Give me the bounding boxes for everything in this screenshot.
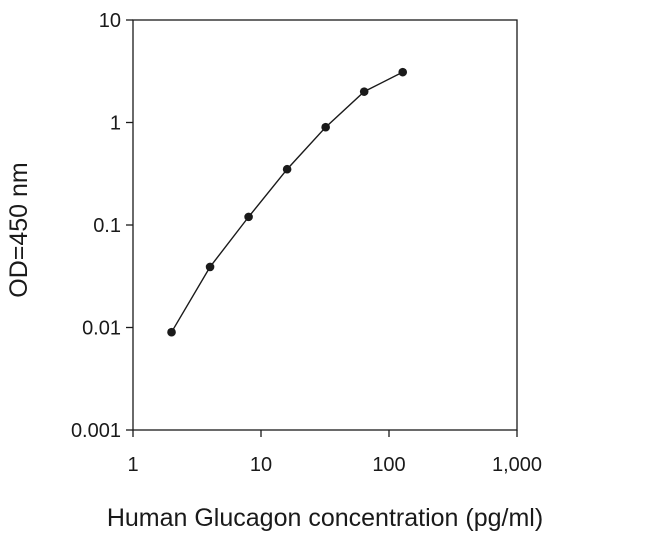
x-tick-label: 10 (250, 454, 272, 476)
series-line (170, 71, 404, 333)
data-point (205, 262, 215, 272)
x-axis-title: Human Glucagon concentration (pg/ml) (107, 504, 543, 532)
y-axis-title: OD=450 nm (5, 162, 33, 298)
x-tick-label: 1,000 (492, 454, 542, 476)
y-tick-label: 0.01 (82, 318, 121, 340)
x-tick-label: 100 (372, 454, 405, 476)
y-tick-label: 10 (99, 10, 121, 32)
y-tick-label: 0.001 (71, 420, 121, 442)
data-point (282, 164, 292, 174)
ticks-layer: 0.001 0.01 0.1 1 10 1 10 100 1,000 (71, 10, 542, 476)
data-point (359, 87, 369, 96)
data-point (167, 327, 176, 337)
data-point (321, 122, 330, 132)
plot-frame (132, 19, 518, 431)
data-point (244, 212, 253, 222)
data-point (398, 67, 408, 77)
x-tick-label: 1 (127, 454, 138, 476)
y-tick-label: 1 (110, 113, 121, 135)
y-tick-label: 0.1 (93, 215, 121, 237)
series-layer (167, 67, 408, 337)
